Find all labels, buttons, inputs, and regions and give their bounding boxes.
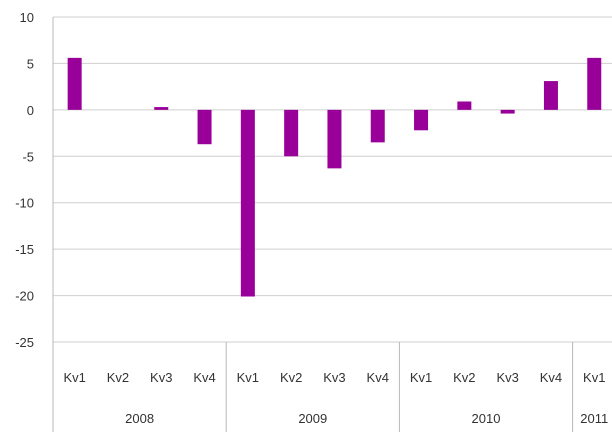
x-axis-category-labels: Kv1 Kv2 Kv3 Kv4 Kv1 Kv2 Kv3 Kv4 Kv1 Kv2 Kv3 Kv4 Kv1: [63, 370, 605, 385]
x-group-label: 2009: [298, 411, 327, 426]
x-tick-label: Kv2: [280, 370, 302, 385]
bar: [370, 109, 385, 143]
x-group-label: 2010: [472, 411, 501, 426]
bar: [457, 101, 472, 110]
x-tick-label: Kv3: [150, 370, 172, 385]
y-tick-label: -15: [15, 242, 34, 257]
bars: [67, 57, 602, 297]
category-axis: [52, 17, 574, 432]
x-tick-label: Kv2: [453, 370, 475, 385]
x-axis-year-labels: 2008 2009 2010 2011: [125, 411, 608, 426]
bar: [500, 109, 515, 114]
bar: [543, 81, 558, 110]
bar: [587, 57, 602, 110]
x-tick-label: Kv4: [193, 370, 215, 385]
bar: [154, 107, 169, 110]
bar: [284, 109, 299, 157]
gridlines: [53, 16, 612, 343]
x-tick-label: Kv4: [367, 370, 389, 385]
y-tick-label: -10: [15, 196, 34, 211]
y-tick-label: 5: [27, 56, 34, 71]
y-axis-tick-labels: 10 5 0 -5 -10 -15 -20 -25: [15, 10, 34, 350]
y-tick-label: -25: [15, 335, 34, 350]
x-tick-label: Kv3: [496, 370, 518, 385]
bar: [197, 109, 212, 145]
x-group-label: 2008: [125, 411, 154, 426]
y-tick-label: 0: [27, 103, 34, 118]
y-tick-label: 10: [20, 10, 34, 25]
x-tick-label: Kv1: [237, 370, 259, 385]
bar: [414, 109, 429, 131]
x-tick-label: Kv1: [63, 370, 85, 385]
bar: [67, 57, 82, 110]
x-tick-label: Kv1: [583, 370, 605, 385]
x-tick-label: Kv1: [410, 370, 432, 385]
y-tick-label: -20: [15, 289, 34, 304]
x-tick-label: Kv3: [323, 370, 345, 385]
x-tick-label: Kv4: [540, 370, 562, 385]
bar: [240, 109, 255, 297]
y-tick-label: -5: [22, 149, 34, 164]
x-tick-label: Kv2: [107, 370, 129, 385]
x-group-label: 2011: [580, 411, 608, 426]
bar: [327, 109, 342, 169]
